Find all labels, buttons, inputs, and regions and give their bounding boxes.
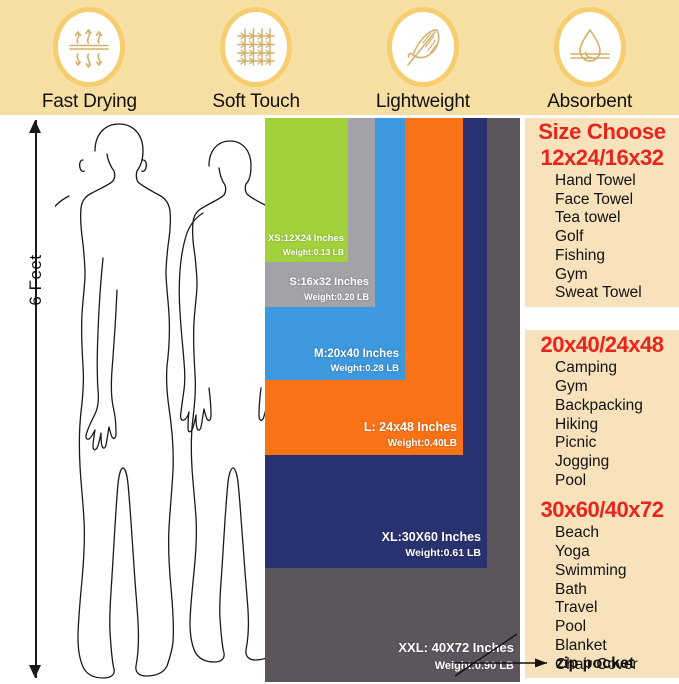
towel-weight: Weight:0.20 LB (304, 291, 369, 302)
towel-weight: Weight:0.13 LB (282, 247, 344, 258)
zip-pocket-callout: zip pocket (454, 630, 679, 684)
water-drop-icon (553, 7, 626, 87)
list-item: Pool (555, 618, 587, 636)
towel-name: XL:30X60 Inches (381, 530, 481, 545)
list-item: Hiking (555, 415, 599, 433)
callout-arrow-icon (454, 633, 547, 677)
height-scale: 6 Feet (24, 120, 46, 678)
list-item: Bath (555, 580, 587, 598)
feature-label: Lightweight (375, 91, 470, 112)
feature-absorbent: Absorbent (515, 0, 665, 113)
list-item: Beach (555, 524, 599, 542)
list-item: Sweat Towel (555, 284, 642, 302)
list-item: Pool (555, 471, 587, 489)
list-item: Camping (555, 359, 618, 377)
towel-weight: Weight:0.28 LB (330, 363, 399, 375)
panel-use-list: Camping Gym Backpacking Hiking Picnic Jo… (525, 359, 679, 490)
list-item: Jogging (555, 453, 610, 471)
list-item: Chair Cover (555, 655, 638, 673)
feature-label: Soft Touch (212, 91, 300, 112)
human-figures (55, 118, 270, 684)
towel-name: M:20x40 Inches (313, 347, 399, 360)
panel-sizes: 30x60/40x72 (540, 497, 664, 522)
scale-axis-line (35, 120, 37, 678)
zip-pocket-label: zip pocket (556, 655, 635, 672)
list-item: Gym (555, 265, 588, 283)
panel-use-list: Hand Towel Face Towel Tea towel Golf Fis… (525, 172, 679, 303)
feature-soft-touch: Soft Touch (181, 0, 331, 113)
panel-sizes: 12x24/16x32 (540, 144, 664, 170)
size-panel-large: 30x60/40x72 Beach Yoga Swimming Bath Tra… (525, 495, 679, 679)
soft-touch-weave-icon (220, 7, 293, 87)
list-item: Fishing (555, 246, 605, 264)
feather-icon (386, 7, 459, 87)
scale-label: 6 Feet (26, 254, 45, 306)
feature-lightweight: Lightweight (348, 0, 498, 113)
towel-name: XS:12X24 Inches (267, 232, 344, 244)
towel-weight: Weight:0.61 LB (405, 547, 481, 560)
size-panel-medium: 20x40/24x48 Camping Gym Backpacking Hiki… (525, 330, 679, 495)
feature-label: Fast Drying (41, 91, 137, 112)
arrow-down-icon (29, 665, 41, 678)
list-item: Yoga (555, 543, 590, 561)
towel-weight: Weight:0.40LB (387, 437, 457, 449)
size-panel-small: Size Choose 12x24/16x32 Hand Towel Face … (525, 118, 679, 308)
feature-banner: Fast Drying (0, 0, 679, 115)
panel-sizes: 20x40/24x48 (540, 332, 664, 357)
list-item: Picnic (555, 434, 597, 452)
arrow-up-icon (29, 120, 41, 133)
towel-name: L: 24x48 Inches (363, 419, 457, 434)
towel-name: XXL: 40X72 Inches (398, 640, 514, 656)
list-item: Travel (555, 599, 598, 617)
towel-size-chart: XXL: 40X72 Inches Weight:0.90 LB XL:30X6… (265, 118, 520, 684)
list-item: Hand Towel (555, 171, 636, 189)
list-item: Golf (555, 228, 584, 246)
panel-use-list: Beach Yoga Swimming Bath Travel Pool Bla… (525, 524, 679, 674)
list-item: Backpacking (555, 396, 643, 414)
list-item: Gym (555, 378, 588, 396)
panel-title: Size Choose (538, 119, 666, 144)
list-item: Tea towel (555, 209, 621, 227)
feature-fast-drying: Fast Drying (14, 0, 164, 113)
list-item: Face Towel (555, 190, 634, 208)
fast-drying-icon (53, 7, 126, 87)
list-item: Swimming (555, 561, 627, 579)
feature-label: Absorbent (547, 91, 633, 112)
list-item: Blanket (555, 636, 607, 654)
towel-name: S:16x32 Inches (289, 275, 370, 288)
towel-size-xs: XS:12X24 Inches Weight:0.13 LB (265, 118, 348, 262)
